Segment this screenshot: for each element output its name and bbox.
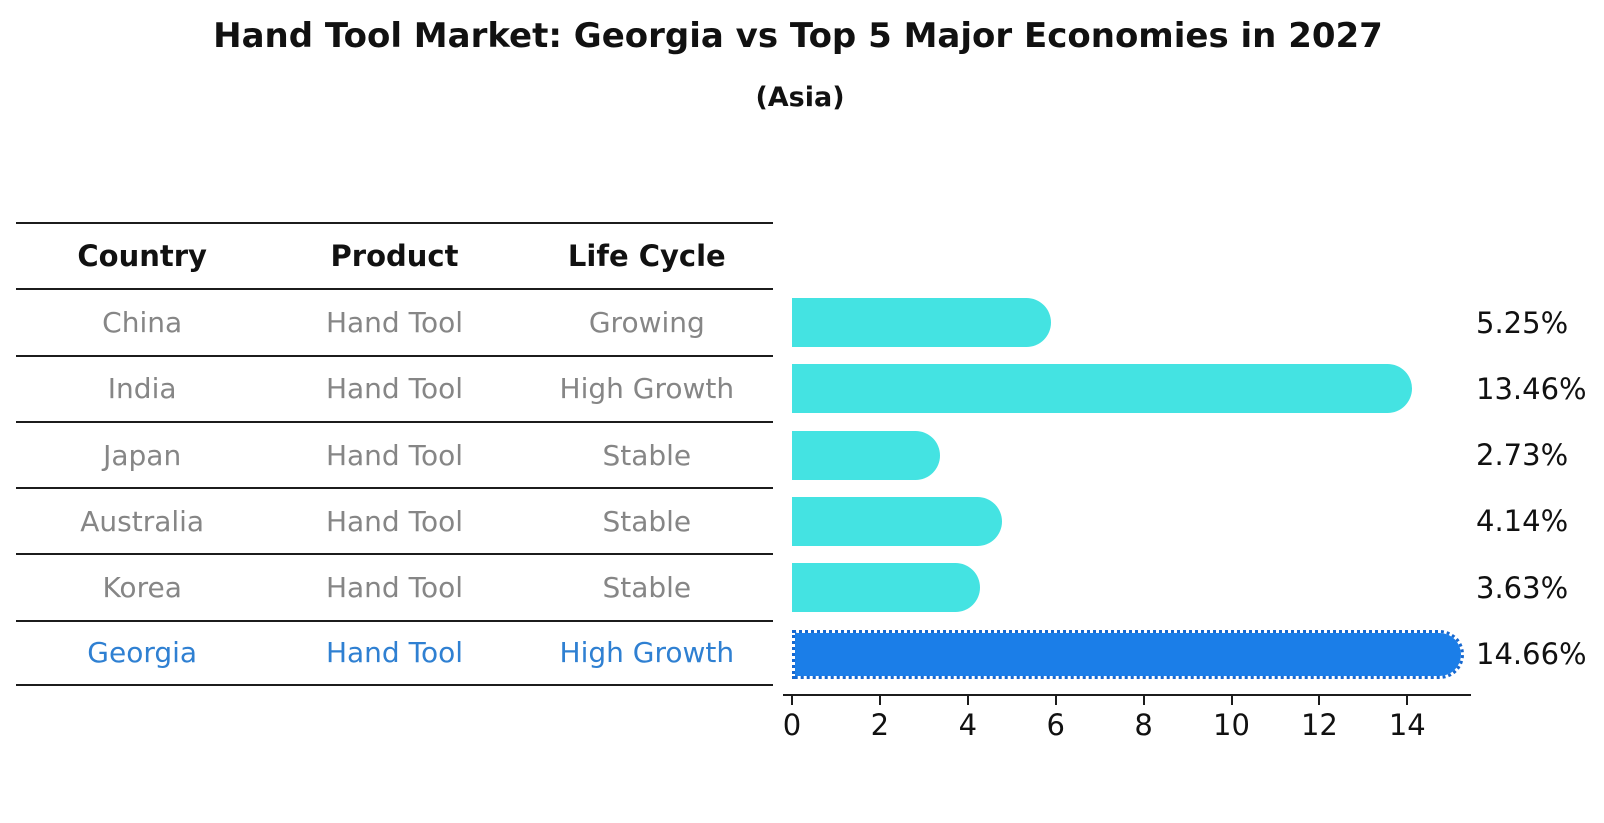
country-table: Country Product Life Cycle China Hand To… — [16, 222, 773, 687]
x-tick-12 — [1318, 696, 1321, 705]
cell-product: Hand Tool — [325, 305, 463, 339]
x-tick-label-14: 14 — [1388, 708, 1426, 742]
x-axis-line — [783, 694, 1471, 696]
x-tick-10 — [1230, 696, 1233, 705]
bar-japan — [792, 430, 940, 480]
cell-country: China — [102, 305, 183, 339]
table-row-india: India Hand Tool High Growth — [16, 354, 773, 421]
x-tick-label-12: 12 — [1300, 708, 1338, 742]
cell-country: Australia — [80, 504, 205, 538]
x-tick-label-2: 2 — [870, 708, 890, 742]
chart-subtitle: (Asia) — [755, 82, 845, 113]
table-row-china: China Hand Tool Growing — [16, 288, 773, 354]
x-tick-8 — [1142, 696, 1145, 705]
cell-country: Japan — [103, 438, 182, 472]
x-tick-label-6: 6 — [1046, 708, 1065, 742]
x-tick-0 — [791, 696, 793, 705]
table-row-georgia: Georgia Hand Tool High Growth — [16, 619, 773, 687]
value-label-korea: 3.63% — [1476, 570, 1569, 605]
cell-life-cycle: Stable — [602, 504, 692, 538]
cell-country: India — [107, 372, 177, 406]
x-tick-6 — [1054, 696, 1057, 705]
bar-australia — [792, 496, 1002, 546]
cell-life-cycle: Stable — [602, 438, 692, 472]
bar-korea — [792, 563, 980, 613]
cell-product: Hand Tool — [325, 571, 463, 605]
value-label-japan: 2.73% — [1476, 438, 1569, 473]
value-label-georgia: 14.66% — [1476, 637, 1587, 671]
value-label-australia: 4.14% — [1476, 504, 1569, 539]
bar-india — [792, 364, 1412, 414]
x-tick-label-8: 8 — [1134, 708, 1153, 742]
cell-product: Hand Tool — [325, 504, 463, 538]
table-row-australia: Australia Hand Tool Stable — [16, 487, 773, 553]
x-tick-14 — [1406, 696, 1409, 705]
cell-country: Georgia — [87, 636, 198, 670]
column-header-life-cycle: Life Cycle — [567, 239, 726, 274]
x-tick-label-4: 4 — [958, 708, 978, 742]
table-row-korea: Korea Hand Tool Stable — [16, 553, 773, 619]
table-body: China Hand Tool Growing India Hand Tool … — [16, 288, 773, 687]
x-tick-4 — [966, 696, 969, 705]
cell-life-cycle: High Growth — [559, 372, 735, 406]
column-header-country: Country — [77, 239, 207, 274]
cell-country: Korea — [102, 571, 182, 605]
cell-life-cycle: Growing — [588, 305, 705, 339]
cell-life-cycle: Stable — [602, 571, 692, 605]
column-header-product: Product — [330, 239, 459, 274]
cell-product: Hand Tool — [325, 636, 463, 670]
table-header-row: Country Product Life Cycle — [16, 222, 773, 288]
x-tick-label-0: 0 — [782, 708, 802, 742]
chart-title: Hand Tool Market: Georgia vs Top 5 Major… — [213, 16, 1383, 56]
value-label-india: 13.46% — [1476, 371, 1587, 406]
value-label-china: 5.25% — [1476, 305, 1569, 340]
cell-product: Hand Tool — [325, 438, 463, 472]
cell-product: Hand Tool — [325, 372, 463, 406]
table-row-japan: Japan Hand Tool Stable — [16, 420, 773, 487]
bar-georgia — [792, 629, 1465, 679]
x-tick-label-10: 10 — [1213, 708, 1250, 742]
cell-life-cycle: High Growth — [559, 636, 735, 670]
bar-china — [792, 298, 1051, 347]
x-tick-2 — [878, 696, 881, 705]
